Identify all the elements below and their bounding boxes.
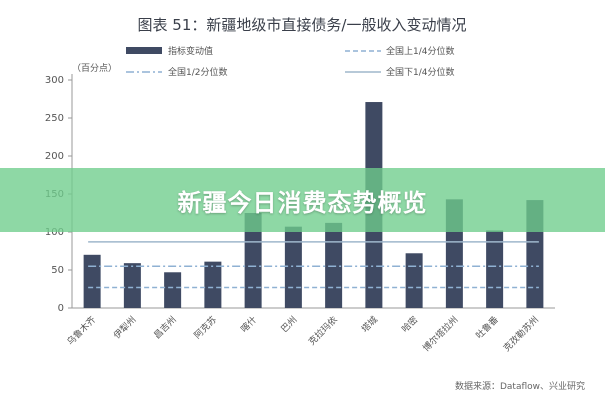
bar xyxy=(486,230,504,308)
bar xyxy=(284,226,302,308)
legend: 指标变动值 全国上1/4分位数 全国1/2分位数 全国下1/4分位数 xyxy=(126,45,455,78)
overlay-banner: 新疆今日消费态势概览 xyxy=(0,168,605,232)
x-tick-labels: 乌鲁木齐 伊犁州 昌吉州 阿克苏 喀什 巴州 克拉玛依 塔城 哈密 博尔塔拉州 吐鲁番 克孜勒苏州 xyxy=(64,314,541,354)
legend-label-q3: 全国下1/4分位数 xyxy=(386,66,455,78)
legend-label-bar: 指标变动值 xyxy=(168,45,213,57)
x-tick-label: 伊犁州 xyxy=(111,314,139,342)
y-tick-label: 250 xyxy=(45,113,64,124)
x-tick-label: 阿克苏 xyxy=(191,314,219,342)
y-tick-label: 200 xyxy=(45,151,64,162)
chart-title: 图表 51：新疆地级市直接债务/一般收入变动情况 xyxy=(138,16,467,34)
x-tick-label: 吐鲁番 xyxy=(473,314,501,342)
reference-lines xyxy=(88,241,539,289)
bar xyxy=(405,253,423,308)
x-tick-label: 克孜勒苏州 xyxy=(501,314,541,354)
y-tick-label: 100 xyxy=(45,227,64,238)
x-tick-label: 克拉玛依 xyxy=(306,314,340,348)
y-tick-label: 0 xyxy=(58,303,64,314)
legend-label-q1: 全国上1/4分位数 xyxy=(386,45,455,57)
x-tick-label: 喀什 xyxy=(238,314,259,335)
legend-swatch-bar xyxy=(126,47,162,54)
x-tick-label: 哈密 xyxy=(399,314,420,335)
y-tick-label: 50 xyxy=(51,265,64,276)
bar xyxy=(164,272,182,308)
x-tick-label: 塔城 xyxy=(359,314,380,335)
x-tick-label: 乌鲁木齐 xyxy=(64,314,98,348)
bar xyxy=(325,222,343,308)
bar xyxy=(204,261,222,308)
y-tick-label: 300 xyxy=(45,75,64,86)
source-note: 数据来源：Dataflow、兴业研究 xyxy=(455,380,585,392)
bar xyxy=(244,213,262,308)
x-tick-label: 巴州 xyxy=(279,314,300,335)
legend-label-median: 全国1/2分位数 xyxy=(168,66,228,78)
y-unit-label: （百分点） xyxy=(72,63,117,74)
x-tick-label: 博尔塔拉州 xyxy=(420,314,460,354)
banner-text: 新疆今日消费态势概览 xyxy=(177,188,428,217)
bar xyxy=(123,263,141,308)
bar xyxy=(83,254,101,308)
x-tick-label: 昌吉州 xyxy=(152,314,179,341)
